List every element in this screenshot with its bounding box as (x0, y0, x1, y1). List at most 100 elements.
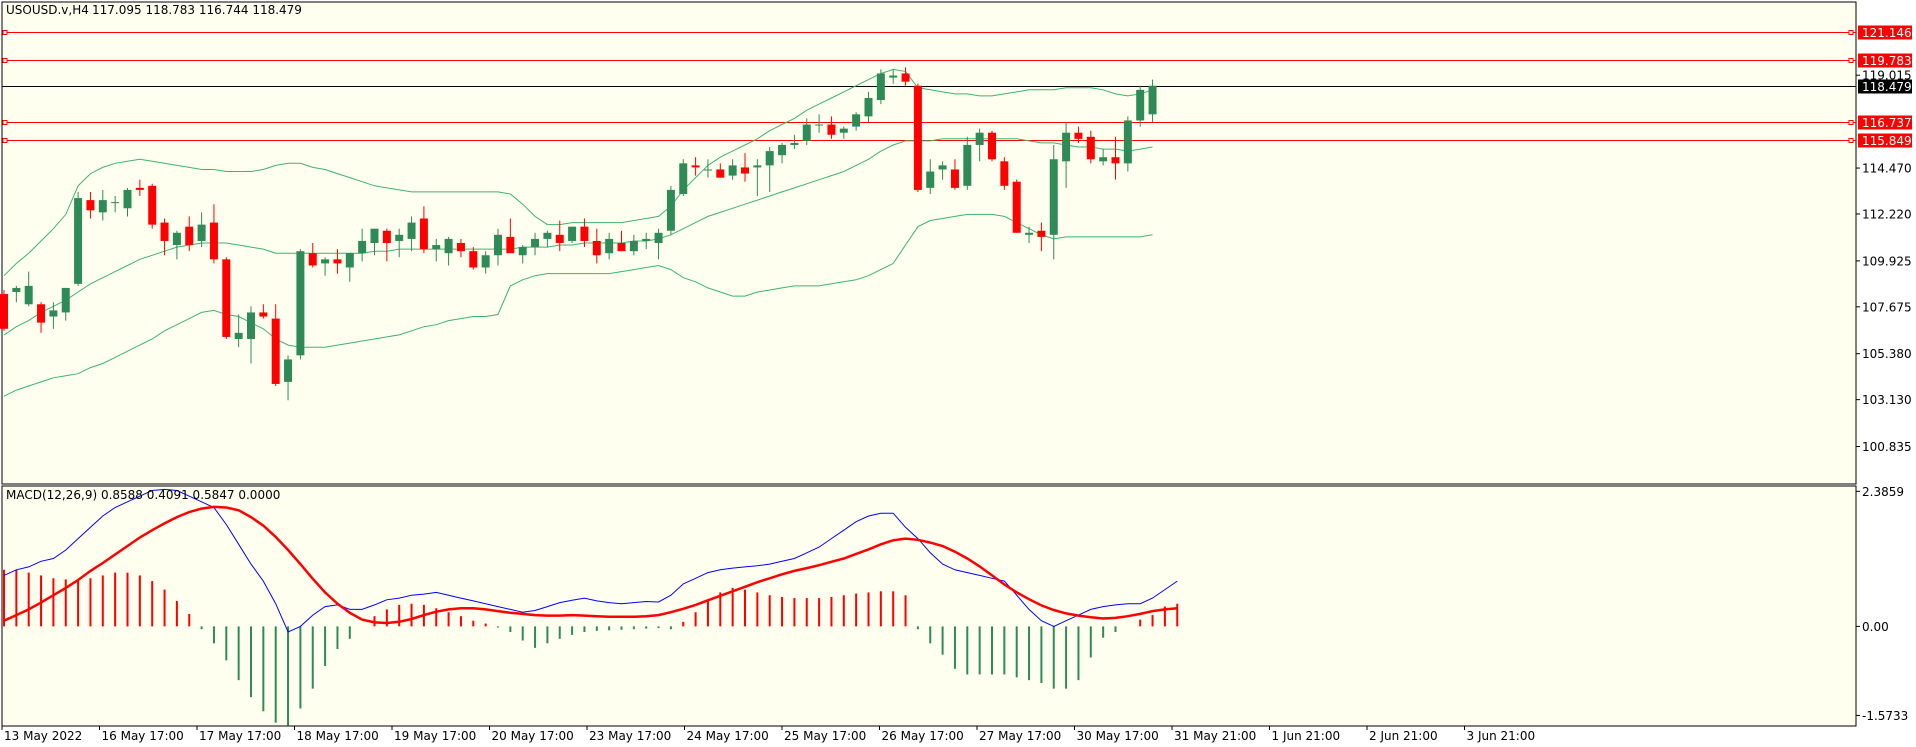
candle (419, 206, 428, 254)
candle (691, 157, 700, 176)
candle-body (716, 169, 725, 178)
candle-body (518, 247, 527, 256)
macd-line (3, 488, 1178, 633)
price-level-tag (1858, 53, 1912, 68)
chart-header-ohlc: 117.095 118.783 116.744 118.479 (92, 3, 302, 17)
candle-body (506, 236, 515, 254)
candle (74, 191, 83, 286)
candle-body (407, 222, 416, 239)
candle-body (1025, 232, 1034, 235)
candle (926, 159, 935, 194)
candle-body (135, 187, 144, 190)
candle (913, 83, 922, 192)
candle (135, 179, 144, 197)
candle (555, 220, 564, 252)
candle-body (259, 312, 268, 317)
candle-body (617, 243, 626, 252)
candle (802, 118, 811, 145)
current-price-tag-label: 118.479 (1862, 80, 1912, 94)
candle (666, 185, 675, 235)
candle (728, 159, 737, 180)
candle-body (0, 294, 8, 329)
candle (889, 69, 898, 84)
candle-body (234, 332, 243, 339)
candle (975, 128, 984, 162)
candle-body (1136, 89, 1145, 121)
candle-body (629, 240, 638, 252)
candle (506, 218, 515, 254)
candle (209, 204, 218, 264)
candle (407, 216, 416, 252)
candle (839, 126, 848, 139)
candle (24, 271, 33, 307)
candle (234, 314, 243, 348)
price-level-marker-left (2, 30, 8, 35)
candle-body (913, 85, 922, 190)
candle (469, 247, 478, 270)
candle (1012, 179, 1021, 233)
candle-body (703, 169, 712, 171)
candle-body (802, 124, 811, 141)
candle (49, 302, 58, 329)
candle (864, 91, 873, 123)
candle (98, 189, 107, 221)
price-level-tag (1858, 25, 1912, 40)
candle-body (938, 165, 947, 170)
candle-body (901, 73, 910, 82)
candle (222, 257, 231, 339)
time-axis-tick-label: 25 May 17:00 (784, 729, 866, 743)
candle-body (555, 234, 564, 243)
candle (901, 67, 910, 86)
candle (1148, 79, 1157, 123)
candle (518, 245, 527, 264)
candle-body (111, 202, 120, 204)
candle (481, 251, 490, 274)
candle-body (469, 251, 478, 268)
candle-body (1000, 161, 1009, 186)
candle-body (1123, 120, 1132, 164)
macd-panel (1, 485, 1857, 727)
price-level-tag (1858, 115, 1912, 130)
candle-body (321, 259, 330, 264)
candle (382, 228, 391, 262)
candle-body (864, 97, 873, 117)
candle (308, 243, 317, 268)
chart-header-symbol: USOUSD.v,H4 (6, 3, 89, 17)
candle-body (728, 165, 737, 176)
candle (790, 134, 799, 150)
candle-body (382, 230, 391, 243)
candle (321, 257, 330, 276)
price-axis-tick-label: 109.925 (1862, 254, 1912, 268)
candle (1111, 136, 1120, 180)
candle (716, 163, 725, 178)
candle-body (49, 310, 58, 317)
candle-body (605, 238, 614, 254)
bollinger-upper-line (3, 68, 1153, 277)
candle (1086, 130, 1095, 164)
candle-body (568, 226, 577, 241)
candle-body (308, 253, 317, 266)
candle (148, 183, 157, 229)
candle (1074, 126, 1083, 143)
candle (259, 304, 268, 319)
candle-body (1086, 136, 1095, 160)
candle-body (98, 200, 107, 213)
current-price-tag (1858, 79, 1912, 94)
candle-body (988, 132, 996, 160)
candles-layer (0, 67, 1157, 401)
candle (605, 232, 614, 260)
price-level-marker-left (2, 58, 8, 63)
candle-body (358, 240, 367, 254)
candle (1000, 157, 1009, 190)
candle (61, 287, 70, 321)
candle (185, 216, 194, 252)
candle-body (1037, 230, 1046, 237)
candle (741, 153, 749, 182)
candle (753, 159, 762, 197)
candle-body (209, 222, 218, 260)
candle-body (889, 75, 898, 78)
price-axis-tick-label: 112.220 (1862, 207, 1912, 221)
bollinger-middle-line (3, 138, 1153, 336)
candle (247, 306, 255, 364)
candle (568, 226, 577, 243)
